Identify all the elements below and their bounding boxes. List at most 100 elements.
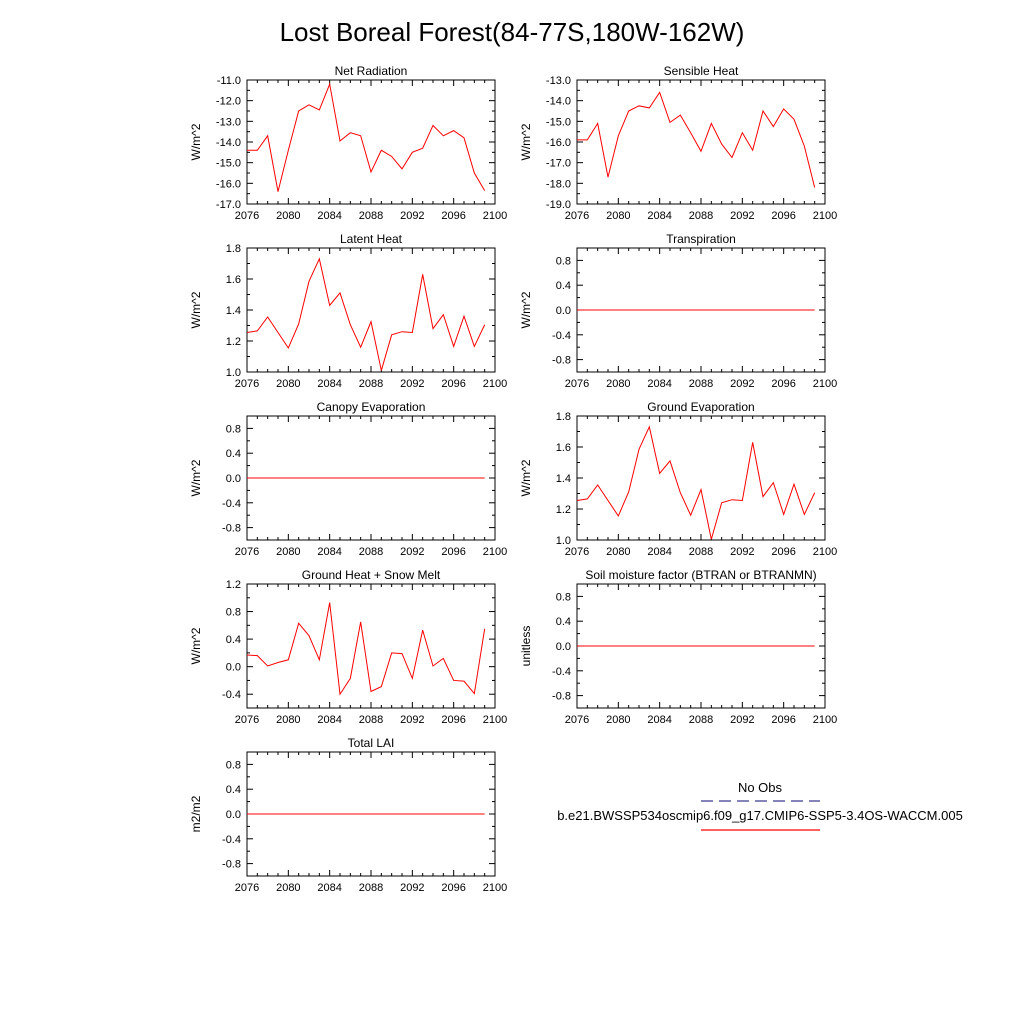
x-tick-label: 2076 xyxy=(565,378,589,390)
y-tick-label: -15.0 xyxy=(546,116,571,128)
x-tick-label: 2092 xyxy=(400,210,424,222)
y-tick-label: -16.0 xyxy=(216,178,241,190)
panel-title: Total LAI xyxy=(348,736,395,750)
x-tick-label: 2076 xyxy=(235,714,259,726)
y-tick-label: 1.4 xyxy=(226,305,241,317)
panel-grid: Net Radiation W/m^2 2076 2080 2084 2088 2092 20… xyxy=(189,64,837,894)
y-tick-label: 1.2 xyxy=(226,336,241,348)
y-axis-label: m2/m2 xyxy=(189,795,203,832)
y-axis-label: W/m^2 xyxy=(189,291,203,328)
series-line xyxy=(246,257,486,371)
x-tick-label: 2076 xyxy=(235,546,259,558)
x-tick-label: 2080 xyxy=(276,378,300,390)
x-tick-label: 2084 xyxy=(647,210,671,222)
y-tick-label: -0.4 xyxy=(222,498,241,510)
x-tick-label: 2080 xyxy=(606,714,630,726)
y-axis-label: W/m^2 xyxy=(189,459,203,496)
x-tick-label: 2088 xyxy=(689,714,713,726)
panel-total-lai: Total LAI m2/m2 2076 2080 2084 2088 2092 2096 21… xyxy=(189,736,507,894)
x-tick-label: 2088 xyxy=(689,546,713,558)
panel-soil-moisture-factor: Soil moisture factor (BTRAN or BTRANMN) u… xyxy=(519,568,837,726)
x-tick-label: 2096 xyxy=(771,378,795,390)
x-tick-label: 2100 xyxy=(483,714,507,726)
x-tick-label: 2096 xyxy=(441,714,465,726)
y-tick-label: 0.4 xyxy=(226,784,241,796)
y-tick-label: 0.8 xyxy=(226,607,241,619)
y-axis-label: W/m^2 xyxy=(189,123,203,160)
y-tick-label: -11.0 xyxy=(217,75,241,87)
y-tick-label: -14.0 xyxy=(216,137,241,149)
panel-title: Sensible Heat xyxy=(664,64,739,78)
x-tick-label: 2076 xyxy=(235,378,259,390)
y-tick-label: 1.4 xyxy=(556,473,571,485)
x-tick-label: 2084 xyxy=(647,546,671,558)
x-tick-label: 2088 xyxy=(359,714,383,726)
y-tick-label: 1.6 xyxy=(556,442,571,454)
x-tick-label: 2088 xyxy=(359,546,383,558)
y-tick-label: 0.0 xyxy=(226,809,241,821)
x-tick-label: 2092 xyxy=(730,210,754,222)
y-tick-label: -0.4 xyxy=(222,689,241,701)
x-tick-label: 2080 xyxy=(606,378,630,390)
panel-net-radiation: Net Radiation W/m^2 2076 2080 2084 2088 2092 20… xyxy=(189,64,507,222)
x-tick-label: 2080 xyxy=(276,882,300,894)
x-tick-label: 2100 xyxy=(483,882,507,894)
panel-title: Canopy Evaporation xyxy=(317,400,426,414)
x-tick-label: 2080 xyxy=(276,714,300,726)
panel-title: Ground Heat + Snow Melt xyxy=(302,568,441,582)
series-line xyxy=(577,91,816,188)
x-tick-label: 2100 xyxy=(483,378,507,390)
x-tick-label: 2092 xyxy=(400,882,424,894)
series-line xyxy=(246,602,486,696)
y-tick-label: -13.0 xyxy=(216,116,241,128)
panel-frame xyxy=(246,79,496,205)
x-tick-label: 2088 xyxy=(689,378,713,390)
y-tick-label: 1.8 xyxy=(226,243,241,255)
x-tick-label: 2100 xyxy=(813,546,837,558)
y-tick-label: 0.8 xyxy=(556,591,571,603)
x-tick-label: 2084 xyxy=(317,882,341,894)
y-tick-label: 1.0 xyxy=(226,367,241,379)
x-tick-label: 2076 xyxy=(565,546,589,558)
y-tick-label: 0.8 xyxy=(226,423,241,435)
y-tick-label: -0.8 xyxy=(222,859,241,871)
x-tick-label: 2088 xyxy=(689,210,713,222)
figure-title: Lost Boreal Forest(84-77S,180W-162W) xyxy=(280,17,745,47)
y-tick-label: -0.8 xyxy=(552,691,571,703)
y-tick-label: 1.2 xyxy=(556,504,571,516)
x-tick-label: 2092 xyxy=(400,714,424,726)
x-tick-label: 2088 xyxy=(359,882,383,894)
y-tick-label: 0.8 xyxy=(556,255,571,267)
y-tick-label: -15.0 xyxy=(216,158,241,170)
x-tick-label: 2084 xyxy=(317,714,341,726)
x-tick-label: 2084 xyxy=(317,378,341,390)
y-tick-label: -16.0 xyxy=(546,137,571,149)
y-tick-label: -18.0 xyxy=(546,178,571,190)
x-tick-label: 2096 xyxy=(771,210,795,222)
panel-transpiration: Transpiration W/m^2 2076 2080 2084 2088 2092 20… xyxy=(519,232,837,390)
y-axis-label: unitless xyxy=(519,626,533,667)
panel-title: Latent Heat xyxy=(340,232,403,246)
x-tick-label: 2084 xyxy=(647,378,671,390)
x-tick-label: 2080 xyxy=(276,210,300,222)
legend-label-model-run: b.e21.BWSSP534oscmip6.f09_g17.CMIP6-SSP5… xyxy=(557,808,963,823)
x-tick-label: 2100 xyxy=(483,210,507,222)
panel-frame xyxy=(246,247,496,373)
x-tick-label: 2100 xyxy=(813,714,837,726)
y-tick-label: -0.8 xyxy=(552,355,571,367)
x-tick-label: 2096 xyxy=(441,882,465,894)
x-tick-label: 2080 xyxy=(276,546,300,558)
x-tick-label: 2076 xyxy=(565,714,589,726)
y-tick-label: 0.0 xyxy=(556,305,571,317)
y-tick-label: 0.4 xyxy=(556,280,571,292)
x-tick-label: 2096 xyxy=(771,714,795,726)
y-tick-label: -19.0 xyxy=(546,199,571,211)
x-tick-label: 2080 xyxy=(606,546,630,558)
x-tick-label: 2076 xyxy=(235,882,259,894)
panel-latent-heat: Latent Heat W/m^2 2076 2080 2084 2088 2092 2096… xyxy=(189,232,507,390)
y-tick-label: -13.0 xyxy=(546,75,571,87)
x-tick-label: 2100 xyxy=(483,546,507,558)
x-tick-label: 2076 xyxy=(235,210,259,222)
y-tick-label: -0.4 xyxy=(222,834,241,846)
